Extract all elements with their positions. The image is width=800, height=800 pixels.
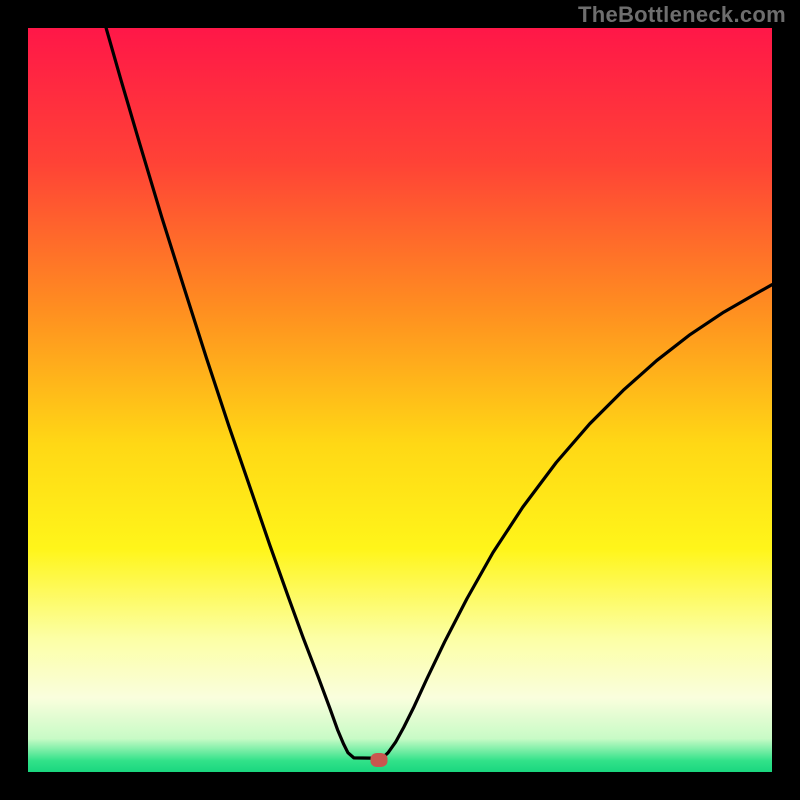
plot-area — [28, 28, 772, 772]
optimum-marker — [371, 753, 388, 767]
chart-frame: TheBottleneck.com — [0, 0, 800, 800]
chart-svg — [28, 28, 772, 772]
watermark-text: TheBottleneck.com — [578, 2, 786, 28]
